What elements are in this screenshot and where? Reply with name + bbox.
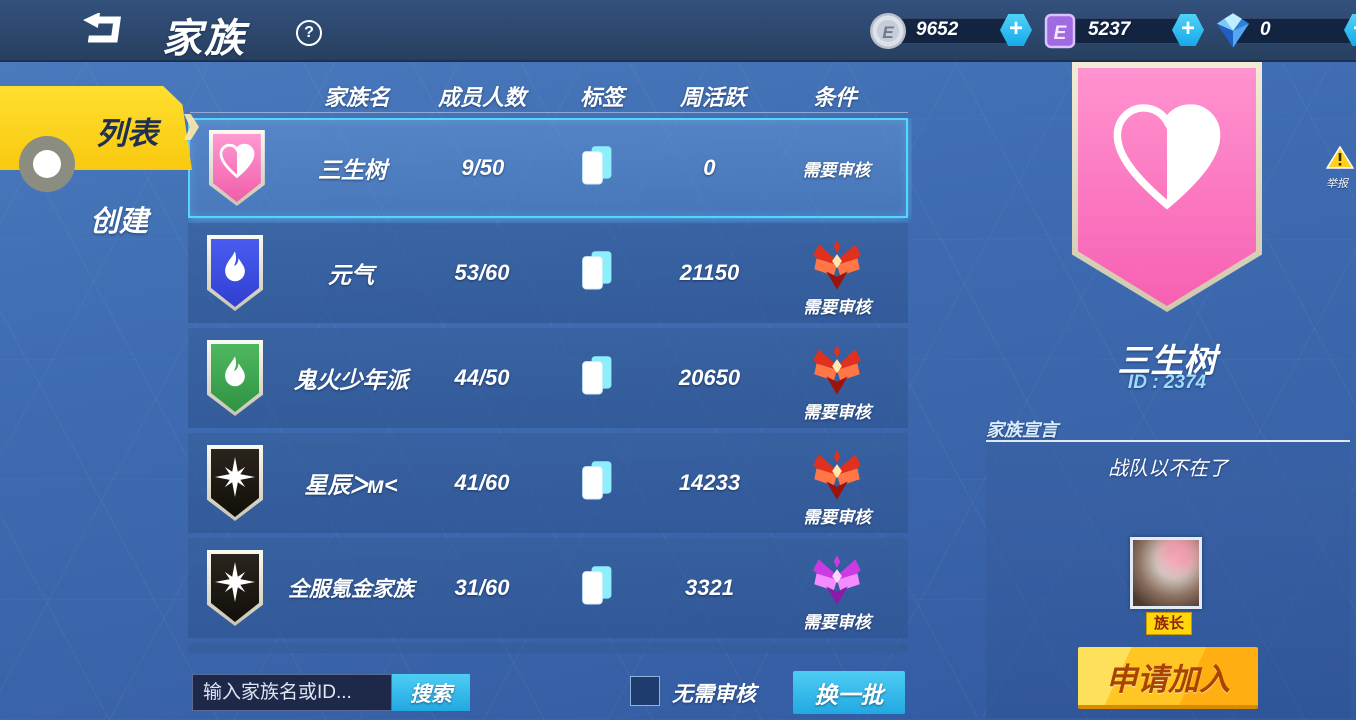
rank-emblem-purple-icon [813,554,861,605]
currency-tickets: E 5237 + [1040,13,1204,49]
family-row[interactable]: 全服氪金家族 31/60 3321 需要审核 [188,538,908,638]
report-button[interactable]: 举报 [1325,145,1356,191]
member-count: 53/60 [454,260,510,285]
sidebar-tab-create-label: 创建 [89,206,148,238]
weekly-activity: 21150 [679,260,740,285]
member-count: 44/50 [454,365,510,390]
page-title: 家族 [162,17,246,61]
report-label: 举报 [1326,178,1348,190]
family-banner-heart-icon [1072,62,1262,312]
declaration-section-title: 家族宣言 [986,420,1058,440]
family-name: 三生树 [317,157,387,183]
ticket-e-icon: E [1042,12,1078,55]
member-count: 41/60 [454,470,510,495]
condition-text: 需要审核 [802,160,871,180]
ring-decoration [19,136,75,192]
tag-cards-icon [579,249,615,298]
family-name: 星辰ᐳᴍ˂ [304,472,398,498]
family-name: 鬼火少年派 [293,367,409,393]
family-row-selected[interactable]: 三生树 9/50 0 需要审核 [188,118,908,218]
condition-text: 需要审核 [803,297,871,317]
svg-text:E: E [1054,23,1068,44]
flame-icon [207,340,263,416]
search-button[interactable]: 搜索 [392,674,470,711]
header-tags: 标签 [579,85,624,110]
condition-text: 需要审核 [803,507,871,527]
top-bar: 家族 ? E 9652 + E 5237 + [0,0,1356,62]
leader-badge: 族长 [1146,612,1192,635]
family-row[interactable]: 元气 53/60 21150 需要审核 [188,223,908,323]
heart-icon [208,130,265,206]
family-name: 全服氪金家族 [288,578,414,601]
family-row[interactable]: 鬼火少年派 44/50 20650 需要审核 [188,328,908,428]
header-condition: 条件 [812,85,857,110]
header-family-name: 家族名 [323,85,390,110]
rank-emblem-red-icon [813,344,861,395]
weekly-activity: 14233 [678,470,741,495]
member-count: 31/60 [454,575,510,600]
sidebar-tab-list-label: 列表 [96,116,158,151]
family-name: 元气 [328,262,374,288]
currency-diamonds: 0 + [1212,13,1356,48]
detail-family-id: ID : 2374 [1127,372,1207,393]
no-review-checkbox[interactable] [630,676,660,706]
refresh-batch-button[interactable]: 换一批 [793,671,905,714]
help-icon[interactable]: ? [296,20,322,46]
currency-coins: E 9652 + [868,13,1032,49]
family-list: 三生树 9/50 0 需要审核 元气 53/60 [188,118,912,653]
member-count: 9/50 [461,155,505,180]
header-divider [190,112,908,113]
declaration-divider [986,440,1350,442]
rank-emblem-red-icon [813,449,861,500]
apply-join-button[interactable]: 申请加入 [1078,647,1258,709]
family-row-partial[interactable] [188,643,908,653]
rank-emblem-red-icon [813,239,861,290]
search-input[interactable] [192,674,392,711]
weekly-activity: 20650 [678,365,741,390]
coin-balance: 9652 [916,19,959,40]
diamond-balance: 0 [1260,19,1271,40]
no-review-label: 无需审核 [672,683,756,706]
weekly-activity: 3321 [685,575,734,600]
tag-cards-icon [579,354,615,403]
weekly-activity: 0 [703,155,716,180]
leader-avatar[interactable] [1130,537,1202,609]
ticket-balance: 5237 [1088,19,1131,40]
sidebar-tab-create[interactable]: 创建 [0,194,192,238]
tag-cards-icon [579,564,615,613]
svg-text:E: E [882,23,894,42]
warning-icon [1325,145,1355,169]
family-row[interactable]: 星辰ᐳᴍ˂ 41/60 14233 需要审核 [188,433,908,533]
star-icon [207,550,263,626]
tag-cards-icon [579,144,615,193]
declaration-panel: 战队以不在了 族长 申请加入 [986,442,1350,718]
header-members: 成员人数 [437,85,526,110]
tag-cards-icon [579,459,615,508]
declaration-text: 战队以不在了 [1108,458,1228,480]
flame-icon [207,235,263,311]
back-icon[interactable] [80,12,128,49]
coin-e-icon: E [868,11,908,56]
apply-join-label: 申请加入 [1106,661,1230,697]
diamond-icon [1212,10,1254,55]
header-weekly-activity: 周活跃 [679,85,746,110]
star-icon [207,445,263,521]
condition-text: 需要审核 [803,402,871,422]
detail-family-name: 三生树 [1117,342,1217,379]
condition-text: 需要审核 [803,612,871,632]
